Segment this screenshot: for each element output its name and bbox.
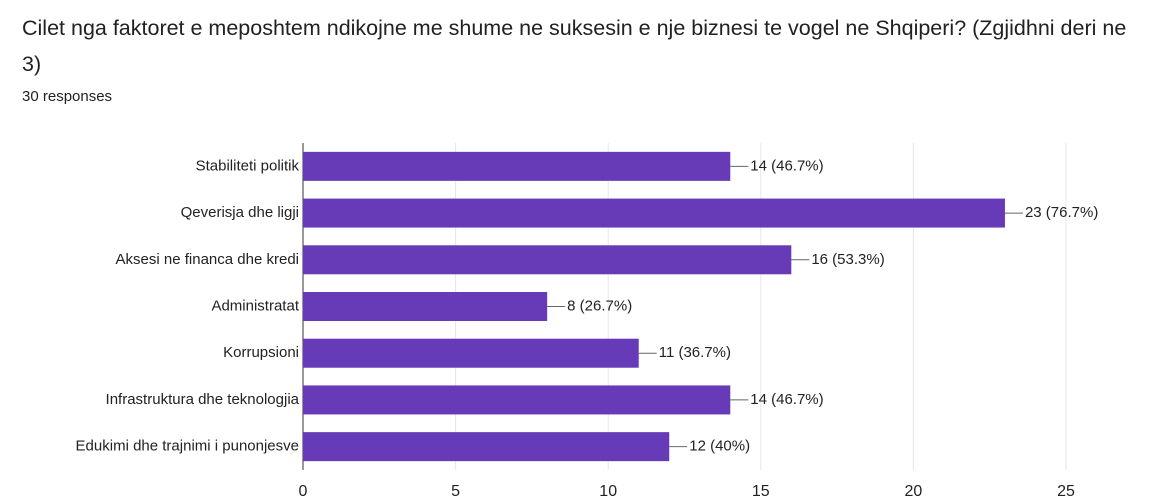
data-label: 23 (76.7%) [1025, 204, 1098, 221]
x-tick-label: 15 [752, 483, 770, 499]
y-tick-label: Qeverisja dhe ligji [181, 204, 299, 221]
bar [303, 385, 731, 415]
x-tick-label: 5 [451, 483, 460, 499]
bar [303, 292, 548, 321]
data-label: 11 (36.7%) [659, 344, 731, 361]
y-tick-label: Administratat [211, 297, 299, 314]
data-label: 8 (26.7%) [567, 297, 632, 314]
x-tick-label: 25 [1057, 483, 1075, 499]
x-tick-label: 0 [299, 483, 308, 499]
chart-subtitle: 30 responses [22, 88, 113, 105]
y-tick-label: Infrastruktura dhe teknologjia [106, 391, 300, 408]
bar [303, 151, 731, 181]
data-label: 12 (40%) [689, 438, 750, 455]
data-label: 14 (46.7%) [750, 157, 823, 174]
y-tick-label: Stabiliteti politik [196, 157, 300, 174]
y-tick-label: Aksesi ne financa dhe kredi [116, 251, 299, 268]
y-tick-label: Korrupsioni [223, 344, 299, 361]
bar [303, 245, 792, 275]
data-label: 16 (53.3%) [811, 251, 884, 268]
y-tick-label: Edukimi dhe trajnimi i punonjesve [76, 438, 299, 455]
bar [303, 338, 639, 368]
bar [303, 432, 670, 462]
x-tick-label: 10 [599, 483, 617, 499]
data-label: 14 (46.7%) [750, 391, 823, 408]
bar [303, 198, 1005, 228]
x-tick-label: 20 [905, 483, 923, 499]
chart-title: Cilet nga faktoret e meposhtem ndikojne … [22, 16, 1127, 76]
